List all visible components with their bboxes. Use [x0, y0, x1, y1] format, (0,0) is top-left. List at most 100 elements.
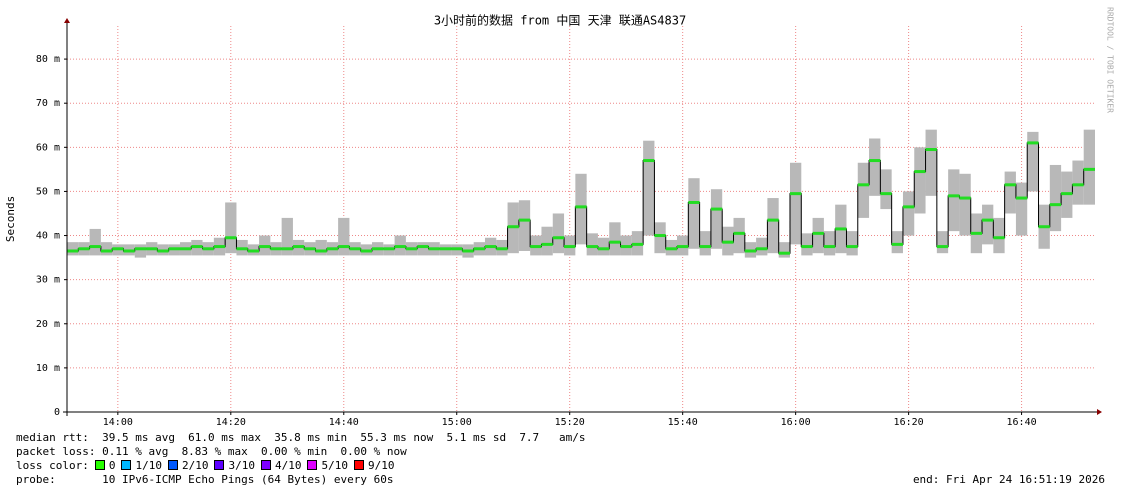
- median-point: [597, 247, 610, 251]
- smoke: [1072, 160, 1084, 205]
- median-point: [78, 247, 90, 251]
- median-point: [281, 247, 293, 251]
- median-point: [507, 225, 519, 229]
- median-point: [756, 247, 768, 251]
- median-point: [891, 242, 903, 246]
- median-point: [349, 247, 361, 251]
- smoke: [134, 244, 147, 258]
- median-point: [767, 218, 779, 222]
- loss-label: 9/10: [367, 459, 395, 472]
- probe: probe: 10 IPv6-ICMP Echo Pings (64 Bytes…: [16, 473, 394, 486]
- median-point: [225, 236, 237, 240]
- loss-swatch: [167, 460, 178, 470]
- loss-legend: loss color: 0 1/10 2/10 3/10 4/10 5/10 9/10: [16, 459, 394, 473]
- y-tick-label: 60 m: [36, 142, 60, 153]
- smoke: [575, 173, 587, 245]
- median-point: [982, 218, 994, 222]
- median-point: [394, 245, 406, 249]
- median-point: [405, 247, 418, 251]
- median-point: [134, 247, 147, 251]
- median-point: [496, 247, 508, 251]
- smoke: [699, 231, 711, 256]
- median-point: [270, 247, 282, 251]
- median-point: [518, 218, 531, 222]
- smoke: [925, 129, 937, 196]
- smoke: [767, 198, 779, 254]
- smoke: [654, 222, 666, 254]
- median-point: [236, 247, 248, 251]
- median-point: [123, 249, 135, 253]
- median-point: [710, 207, 723, 211]
- y-axis-label: Seconds: [4, 196, 17, 242]
- smoke: [936, 231, 949, 254]
- watermark: RRDTOOL / TOBI OETIKER: [1106, 7, 1115, 113]
- smoke: [541, 226, 553, 256]
- median-point: [541, 242, 553, 246]
- median-point: [812, 231, 824, 235]
- smoke: [552, 213, 565, 254]
- y-tick-label: 10 m: [36, 363, 60, 374]
- median-point: [1083, 167, 1095, 171]
- smoke: [914, 147, 926, 214]
- y-tick-label: 30 m: [36, 275, 60, 286]
- median-point: [688, 200, 700, 204]
- smoke: [597, 237, 610, 256]
- median-point: [778, 251, 790, 255]
- smoke: [880, 169, 892, 210]
- median-point: [677, 245, 689, 249]
- median-point: [665, 247, 678, 251]
- loss-swatch: [353, 460, 364, 470]
- smoke: [1049, 164, 1062, 232]
- median-point: [146, 247, 158, 251]
- smoke: [688, 178, 700, 249]
- median-point: [970, 231, 983, 235]
- loss-swatch: [94, 460, 105, 470]
- median-point: [552, 236, 565, 240]
- median-point: [259, 245, 271, 249]
- median-point: [1049, 203, 1062, 207]
- y-axis-arrow: [64, 18, 70, 23]
- median-point: [846, 245, 858, 249]
- smoke: [891, 231, 903, 254]
- smoke: [315, 239, 327, 256]
- median-point: [372, 247, 384, 251]
- x-tick-label: 14:20: [216, 417, 246, 428]
- y-tick-label: 50 m: [36, 186, 60, 197]
- median-point: [823, 245, 836, 249]
- median-point: [202, 247, 214, 251]
- smoke: [586, 233, 598, 256]
- packet-loss: packet loss: 0.11 % avg 8.83 % max 0.00 …: [16, 445, 407, 458]
- median-point: [157, 249, 169, 253]
- x-tick-label: 14:00: [103, 417, 133, 428]
- smoke: [789, 162, 802, 245]
- loss-label: 2/10: [181, 459, 209, 472]
- x-tick-label: 16:20: [894, 417, 924, 428]
- smoke: [801, 233, 813, 256]
- x-tick-label: 16:40: [1007, 417, 1037, 428]
- smoke: [281, 217, 293, 256]
- median-point: [1015, 196, 1028, 200]
- loss-label: 4/10: [274, 459, 302, 472]
- median-point: [168, 247, 180, 251]
- median-point: [462, 249, 474, 253]
- median-point: [1072, 183, 1084, 187]
- smoke: [756, 237, 768, 256]
- smoke: [778, 242, 790, 258]
- median-point: [179, 247, 192, 251]
- median-point: [620, 245, 632, 249]
- smoke: [1083, 129, 1095, 205]
- smoke: [982, 204, 994, 245]
- smoke: [1004, 171, 1016, 214]
- median-point: [609, 240, 621, 244]
- loss-label: 1/10: [135, 459, 162, 472]
- loss-swatch: [260, 460, 271, 470]
- median-point: [530, 245, 542, 249]
- chart-title: 3小时前的数据 from 中国 天津 联通AS4837: [434, 13, 686, 28]
- median-point: [880, 192, 892, 196]
- smoke: [948, 169, 960, 232]
- median-point: [643, 159, 655, 163]
- median-rtt: median rtt: 39.5 ms avg 61.0 ms max 35.8…: [16, 431, 586, 444]
- smoke: [89, 228, 101, 256]
- median-point: [564, 245, 576, 249]
